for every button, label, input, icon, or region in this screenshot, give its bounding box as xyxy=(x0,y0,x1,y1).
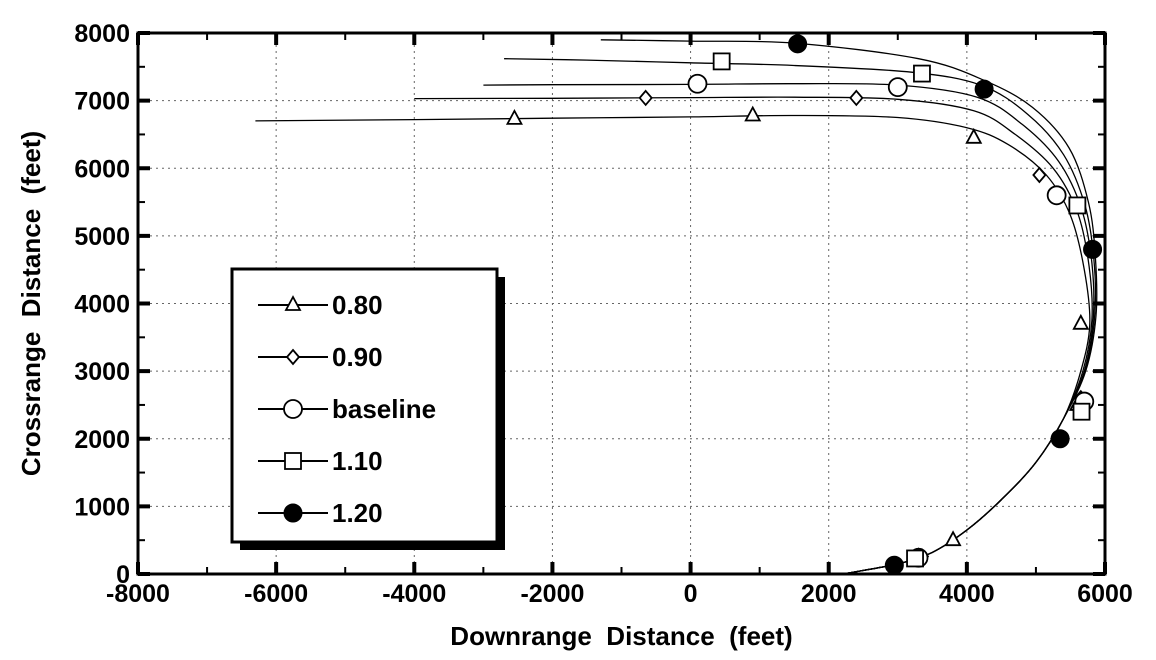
data-point-1-20 xyxy=(788,34,808,54)
y-tick-label: 4000 xyxy=(74,291,130,319)
series-line-1-20 xyxy=(600,39,1098,575)
legend-marker-0-90 xyxy=(285,348,301,366)
y-tick-label: 7000 xyxy=(74,88,130,116)
legend-item-baseline: baseline xyxy=(258,394,436,424)
legend-label: baseline xyxy=(332,394,436,424)
data-point-0-80 xyxy=(965,127,983,144)
legend-marker-1-20 xyxy=(283,503,303,523)
data-point-1-20 xyxy=(1083,239,1103,259)
y-axis-title: Crossrange Distance (feet) xyxy=(16,131,46,476)
series-line-baseline xyxy=(483,82,1095,575)
data-point-0-80 xyxy=(944,530,962,547)
data-point-1-10 xyxy=(712,52,731,71)
tick-labels: -8000 -6000 -4000 -2000 0 2000 4000 6000 0 1000 20… xyxy=(74,20,1132,608)
y-tick-label: 8000 xyxy=(74,20,130,48)
x-tick-label: 2000 xyxy=(801,580,857,608)
series-markers xyxy=(505,34,1103,575)
y-tick-label: 2000 xyxy=(74,426,130,454)
legend-label: 1.10 xyxy=(332,446,383,476)
legend-item-0-80: 0.80 xyxy=(258,290,383,320)
x-tick-label: 6000 xyxy=(1077,580,1133,608)
data-point-1-10 xyxy=(913,64,931,83)
y-tick-label: 5000 xyxy=(74,223,130,251)
x-tick-label: 4000 xyxy=(939,580,995,608)
data-point-baseline xyxy=(1046,185,1067,206)
data-point-1-10 xyxy=(906,549,924,568)
data-point-1-20 xyxy=(884,555,904,575)
legend-marker-baseline xyxy=(283,399,303,419)
x-tick-label: -8000 xyxy=(106,580,170,608)
x-tick-label: -4000 xyxy=(382,580,446,608)
legend-item-1-10: 1.10 xyxy=(258,446,383,476)
axis-ticks xyxy=(136,31,1107,576)
legend-box xyxy=(230,267,499,544)
data-point-baseline xyxy=(887,77,908,97)
legend: 0.80 0.90 baseline 1.10 1.20 xyxy=(230,267,505,550)
data-point-0-80 xyxy=(1072,313,1090,330)
data-point-0-90 xyxy=(849,89,864,107)
data-point-0-80 xyxy=(505,108,523,125)
data-point-0-80 xyxy=(744,105,762,122)
y-tick-label: 6000 xyxy=(74,155,130,183)
grid-lines xyxy=(138,33,1105,574)
data-point-1-20 xyxy=(1050,429,1070,449)
x-axis-title: Downrange Distance (feet) xyxy=(450,621,792,651)
x-tick-label: -6000 xyxy=(244,580,308,608)
series-line-1-10 xyxy=(504,58,1097,575)
data-point-1-20 xyxy=(974,79,994,99)
legend-marker-0-80 xyxy=(284,295,302,311)
legend-item-0-90: 0.90 xyxy=(258,342,383,372)
data-point-0-90 xyxy=(638,89,653,107)
x-tick-label: -2000 xyxy=(520,580,584,608)
data-point-1-10 xyxy=(1072,402,1091,421)
legend-marker-1-10 xyxy=(284,452,302,470)
data-point-baseline xyxy=(687,73,708,94)
legend-label: 0.80 xyxy=(332,290,383,320)
legend-label: 1.20 xyxy=(332,498,383,528)
y-tick-label: 1000 xyxy=(74,493,130,521)
y-tick-label: 0 xyxy=(116,561,130,589)
data-point-1-10 xyxy=(1068,196,1087,215)
legend-label: 0.90 xyxy=(332,342,383,372)
x-tick-label: 0 xyxy=(684,580,698,608)
data-point-0-90 xyxy=(1032,166,1047,184)
y-tick-label: 3000 xyxy=(74,358,130,386)
legend-item-1-20: 1.20 xyxy=(258,498,383,528)
